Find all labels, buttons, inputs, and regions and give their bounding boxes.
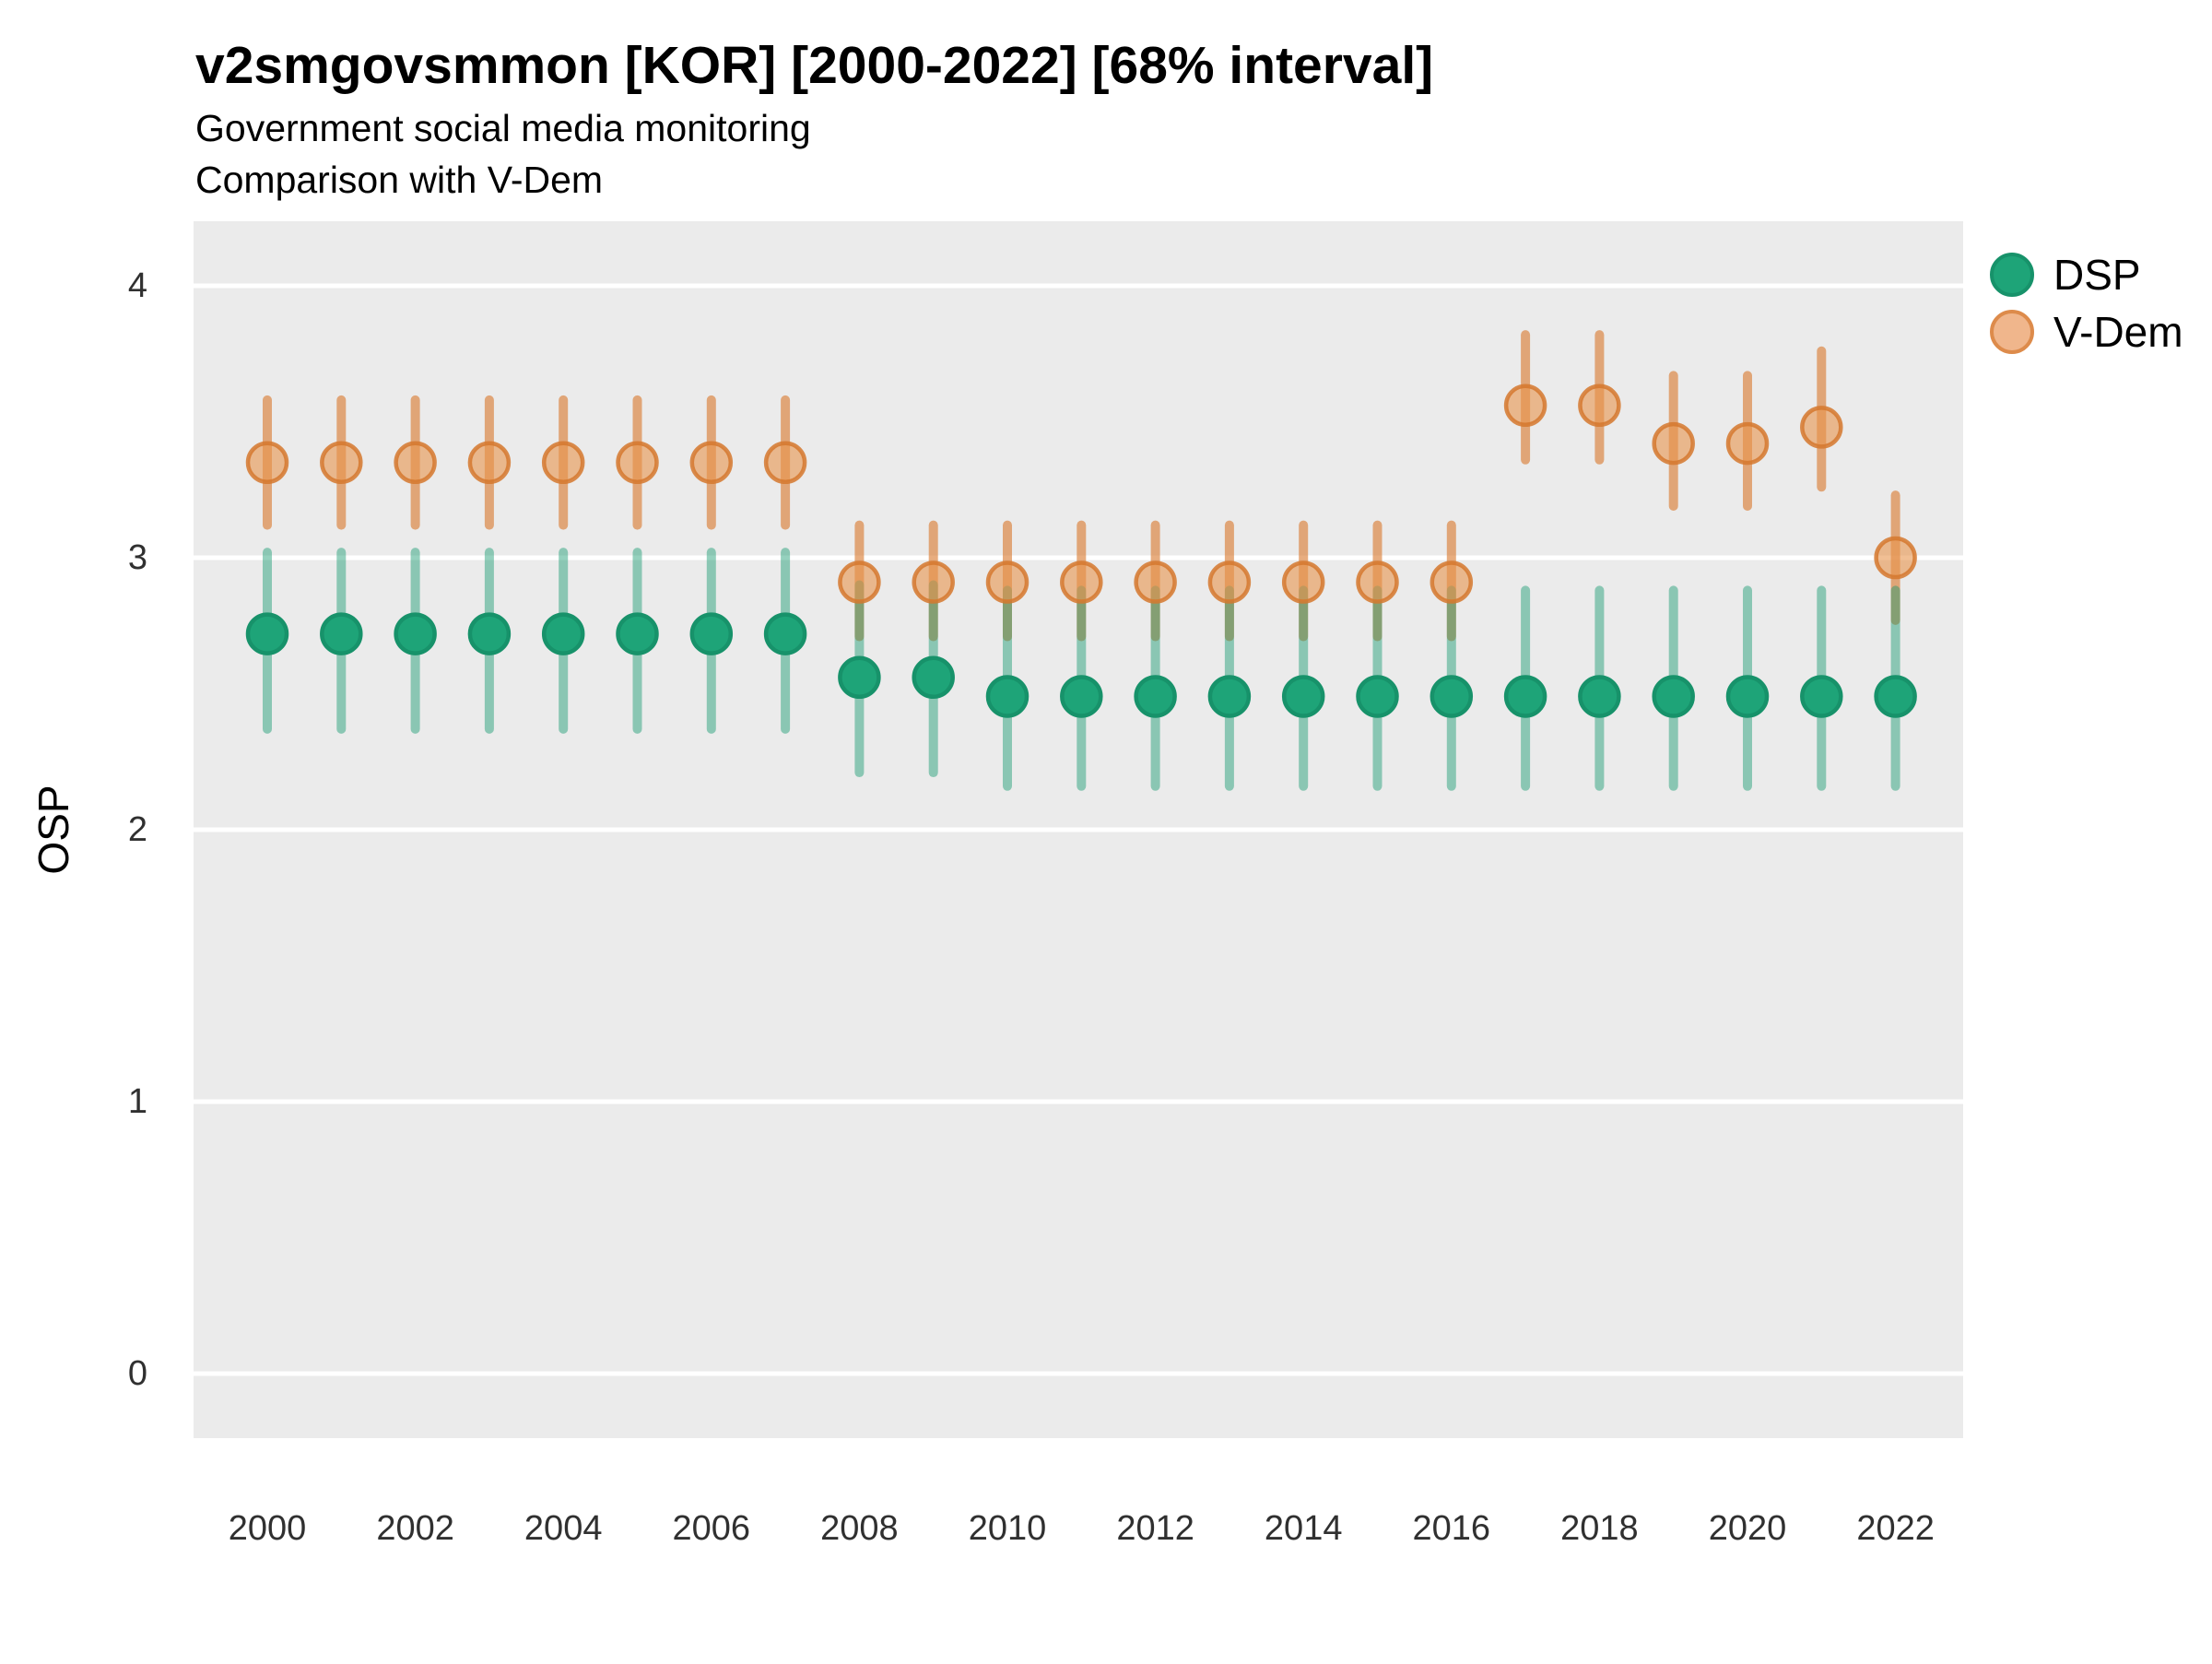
- dsp-point-2006: [689, 612, 734, 655]
- x-tick-label-2000: 2000: [229, 1509, 307, 1548]
- dsp-point-2013: [1207, 675, 1252, 718]
- dsp-point-2018: [1578, 675, 1621, 718]
- dsp-point-2010: [985, 675, 1030, 718]
- chart-subtitle-line1: Government social media monitoring: [195, 107, 811, 149]
- vdem-point-2021: [1800, 406, 1843, 449]
- y-tick-label-3: 3: [128, 538, 147, 577]
- x-tick-label-2006: 2006: [673, 1509, 751, 1548]
- vdem-point-2018: [1578, 384, 1621, 428]
- vdem-point-2012: [1134, 561, 1177, 604]
- vdem-point-2001: [320, 441, 363, 484]
- y-tick-label-4: 4: [128, 266, 147, 305]
- x-tick-label-2008: 2008: [820, 1509, 899, 1548]
- dsp-point-2021: [1800, 675, 1843, 718]
- dsp-point-2015: [1356, 675, 1399, 718]
- vdem-point-2009: [912, 561, 955, 604]
- vdem-point-2010: [985, 561, 1030, 604]
- dsp-point-2002: [394, 612, 437, 655]
- vdem-point-2007: [763, 441, 807, 484]
- vdem-point-2019: [1652, 421, 1695, 466]
- dsp-point-2011: [1060, 675, 1103, 718]
- dsp-point-2014: [1281, 675, 1325, 718]
- dsp-point-2003: [467, 612, 512, 655]
- chart-title: v2smgovsmmon [KOR] [2000-2022] [68% inte…: [195, 36, 1434, 95]
- dsp-point-2022: [1874, 675, 1917, 718]
- y-tick-label-1: 1: [128, 1082, 147, 1121]
- vdem-point-2004: [541, 441, 585, 484]
- legend-label-v-dem: V-Dem: [2053, 308, 2183, 356]
- vdem-point-2005: [616, 441, 659, 484]
- dsp-point-2019: [1652, 675, 1695, 718]
- vdem-point-2022: [1874, 536, 1917, 580]
- x-tick-label-2020: 2020: [1709, 1509, 1787, 1548]
- y-axis-title: OSP: [29, 785, 77, 875]
- dsp-point-2001: [320, 612, 363, 655]
- dsp-point-2009: [912, 655, 955, 700]
- y-tick-label-2: 2: [128, 810, 147, 849]
- dsp-point-2020: [1725, 675, 1770, 718]
- legend-key-dsp: [1990, 253, 2034, 297]
- vdem-point-2017: [1503, 384, 1547, 428]
- vdem-point-2002: [394, 441, 437, 484]
- x-tick-label-2014: 2014: [1265, 1509, 1343, 1548]
- vdem-point-2011: [1060, 561, 1103, 604]
- x-tick-label-2018: 2018: [1560, 1509, 1639, 1548]
- chart-subtitle-line2: Comparison with V-Dem: [195, 159, 604, 201]
- dsp-point-2016: [1430, 675, 1474, 718]
- vdem-point-2003: [467, 441, 512, 484]
- vdem-point-2013: [1207, 561, 1252, 604]
- dsp-point-2004: [541, 612, 585, 655]
- x-tick-label-2004: 2004: [524, 1509, 603, 1548]
- dsp-point-2007: [763, 612, 807, 655]
- vdem-point-2020: [1725, 421, 1770, 466]
- dsp-point-2005: [616, 612, 659, 655]
- legend-key-v-dem: [1990, 310, 2034, 354]
- vdem-point-2016: [1430, 561, 1474, 604]
- x-tick-label-2010: 2010: [969, 1509, 1047, 1548]
- x-tick-label-2012: 2012: [1116, 1509, 1194, 1548]
- x-tick-label-2002: 2002: [376, 1509, 454, 1548]
- legend-label-dsp: DSP: [2053, 251, 2141, 299]
- dsp-point-2017: [1503, 675, 1547, 718]
- vdem-point-2000: [245, 441, 289, 484]
- vdem-point-2015: [1356, 561, 1399, 604]
- y-tick-label-0: 0: [128, 1354, 147, 1393]
- dsp-point-2008: [838, 655, 881, 700]
- vdem-point-2006: [689, 441, 734, 484]
- vdem-point-2014: [1281, 561, 1325, 604]
- vdem-point-2008: [838, 561, 881, 604]
- dsp-point-2012: [1134, 675, 1177, 718]
- x-tick-label-2022: 2022: [1856, 1509, 1935, 1548]
- x-tick-label-2016: 2016: [1413, 1509, 1491, 1548]
- dsp-point-2000: [245, 612, 289, 655]
